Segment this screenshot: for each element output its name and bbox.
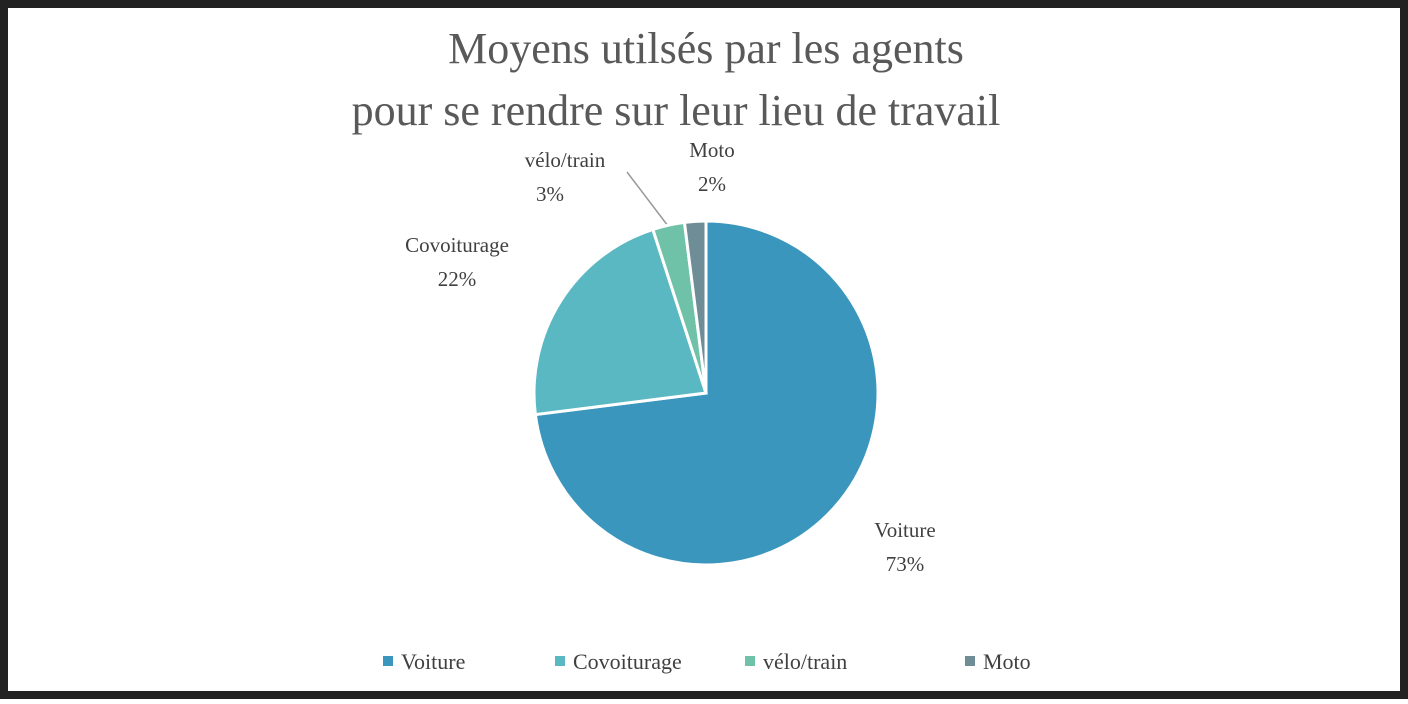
legend-label: vélo/train [763,649,847,674]
chart-title: pour se rendre sur leur lieu de travail [352,86,1001,135]
slice-label: Covoiturage [405,233,509,257]
slice-value: 73% [886,552,925,576]
legend-marker [383,656,393,666]
slice-label: Moto [689,138,735,162]
legend-marker [745,656,755,666]
chart-title: Moyens utilsés par les agents [448,24,964,73]
legend-marker [555,656,565,666]
slice-value: 3% [536,182,564,206]
pie-slice [532,227,708,417]
legend-label: Moto [983,649,1031,674]
leader-line [626,171,669,227]
slice-value: 22% [438,267,477,291]
legend-label: Covoiturage [573,649,682,674]
pie-slice [682,219,708,394]
legend-marker [965,656,975,666]
slice-value: 2% [698,172,726,196]
slice-label: vélo/train [525,148,606,172]
slice-label: Voiture [874,518,935,542]
legend-label: Voiture [401,649,465,674]
